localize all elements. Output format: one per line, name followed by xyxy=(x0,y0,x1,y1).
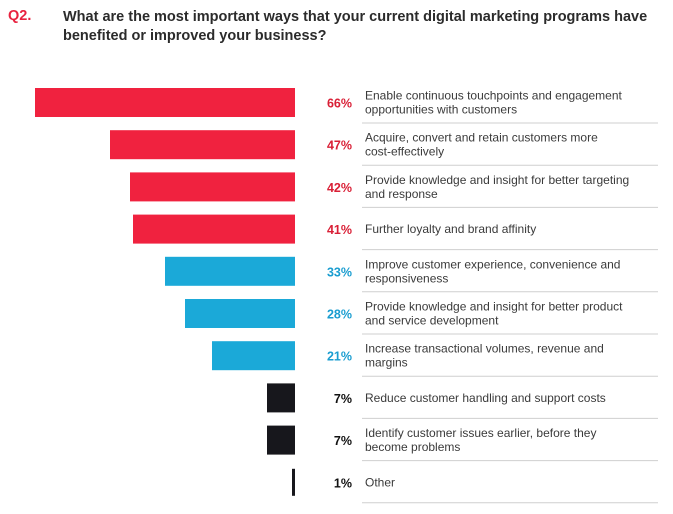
category-label-10: Other xyxy=(365,475,395,489)
category-label-7: Increase transactional volumes, revenue … xyxy=(365,342,604,370)
category-label-line: and response xyxy=(365,187,438,201)
category-label-line: become problems xyxy=(365,440,460,454)
category-label-8: Reduce customer handling and support cos… xyxy=(365,391,606,405)
bar-1 xyxy=(35,88,295,117)
value-label-5: 33% xyxy=(327,265,352,279)
category-label-line: margins xyxy=(365,356,408,370)
category-label-2: Acquire, convert and retain customers mo… xyxy=(365,131,598,159)
value-label-7: 21% xyxy=(327,350,352,364)
category-label-5: Improve customer experience, convenience… xyxy=(365,257,620,285)
value-label-3: 42% xyxy=(327,181,352,195)
value-label-2: 47% xyxy=(327,139,352,153)
bar-4 xyxy=(133,214,295,244)
category-label-line: Reduce customer handling and support cos… xyxy=(365,391,606,405)
bar-5 xyxy=(165,256,295,286)
category-label-6: Provide knowledge and insight for better… xyxy=(365,300,623,328)
value-label-6: 28% xyxy=(327,308,352,322)
bar-9 xyxy=(267,425,295,455)
category-label-line: Improve customer experience, convenience… xyxy=(365,257,620,271)
value-label-8: 7% xyxy=(334,392,352,406)
category-label-4: Further loyalty and brand affinity xyxy=(365,222,536,236)
category-label-line: Enable continuous touchpoints and engage… xyxy=(365,89,623,103)
category-label-line: Increase transactional volumes, revenue … xyxy=(365,342,604,356)
category-label-line: Further loyalty and brand affinity xyxy=(365,222,536,236)
chart-title: What are the most important ways that yo… xyxy=(63,9,648,44)
category-label-line: Identify customer issues earlier, before… xyxy=(365,426,596,440)
category-label-line: cost-effectively xyxy=(365,145,444,159)
bar-8 xyxy=(267,383,295,413)
category-label-line: and service development xyxy=(365,314,499,328)
category-label-line: Provide knowledge and insight for better… xyxy=(365,300,623,314)
bar-10 xyxy=(292,468,295,496)
category-label-line: Acquire, convert and retain customers mo… xyxy=(365,131,598,145)
category-label-3: Provide knowledge and insight for better… xyxy=(365,173,629,201)
category-label-line: Provide knowledge and insight for better… xyxy=(365,173,629,187)
category-label-9: Identify customer issues earlier, before… xyxy=(365,426,596,454)
value-label-9: 7% xyxy=(334,434,352,448)
category-label-line: opportunities with customers xyxy=(365,103,517,117)
bar-7 xyxy=(212,341,295,371)
value-label-1: 66% xyxy=(327,97,352,111)
category-label-line: Other xyxy=(365,475,395,489)
question-number: Q2. xyxy=(8,8,32,24)
category-label-line: responsiveness xyxy=(365,271,448,285)
bar-2 xyxy=(110,130,295,160)
bar-3 xyxy=(130,172,295,202)
value-label-4: 41% xyxy=(327,223,352,237)
bar-6 xyxy=(185,299,295,328)
category-label-1: Enable continuous touchpoints and engage… xyxy=(365,89,623,117)
value-label-10: 1% xyxy=(334,476,352,490)
